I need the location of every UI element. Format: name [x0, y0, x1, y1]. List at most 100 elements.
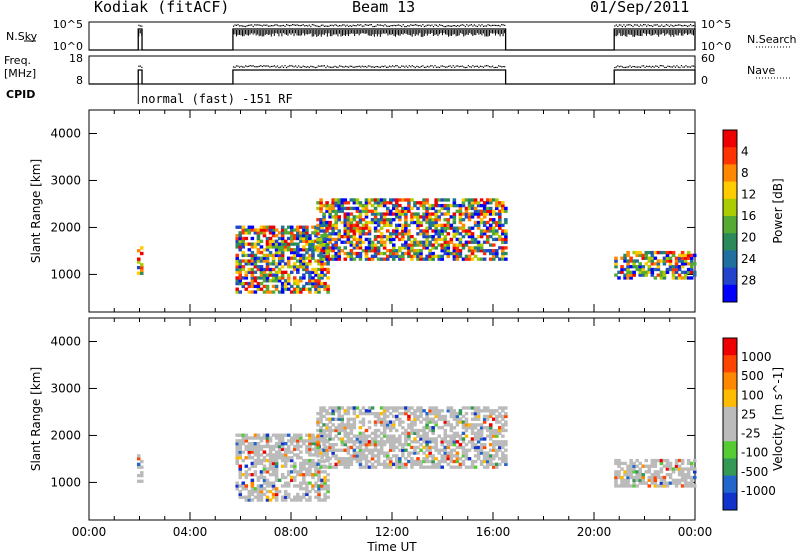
echo-cell: [504, 229, 508, 233]
echo-cell: [464, 229, 469, 233]
echo-cell: [271, 253, 276, 258]
echo-cell: [235, 236, 239, 241]
echo-cell: [635, 464, 639, 468]
echo-cell: [373, 437, 378, 441]
strip-dot: [658, 66, 660, 69]
echo-cell: [355, 243, 360, 247]
echo-cell: [437, 434, 441, 438]
echo-cell: [319, 229, 323, 233]
echo-cell: [485, 417, 490, 421]
echo-cell: [404, 448, 408, 452]
strip-dot: [437, 66, 439, 68]
echo-cell: [352, 454, 357, 458]
echo-cell: [316, 423, 320, 427]
echo-cell: [689, 259, 694, 263]
echo-cell: [392, 437, 396, 441]
echo-cell: [373, 423, 378, 427]
echo-cell: [382, 420, 387, 424]
echo-cell: [419, 428, 423, 433]
strip-bar: [243, 30, 245, 37]
echo-cell: [328, 431, 332, 436]
strip-dot: [248, 65, 250, 67]
strip-dot: [685, 65, 687, 67]
echo-cell: [340, 462, 345, 467]
echo-cell: [328, 209, 332, 213]
echo-cell: [495, 198, 499, 202]
echo-cell: [274, 287, 279, 291]
echo-cell: [692, 273, 697, 277]
echo-cell: [476, 434, 481, 438]
echo-cell: [680, 470, 685, 474]
echo-cell: [247, 248, 252, 252]
strip-dot: [293, 24, 295, 26]
strip-dot: [402, 24, 404, 26]
echo-cell: [662, 458, 667, 463]
echo-cell: [410, 440, 414, 444]
echo-cell: [302, 265, 306, 269]
echo-cell: [370, 462, 375, 467]
echo-cell: [653, 461, 658, 466]
echo-cell: [289, 265, 294, 269]
strip-bar: [688, 30, 690, 35]
echo-cell: [343, 201, 348, 205]
echo-cell: [379, 201, 384, 205]
echo-cell: [498, 440, 502, 444]
echo-cell: [322, 406, 326, 410]
echo-cell: [286, 456, 291, 460]
echo-cell: [416, 254, 420, 259]
echo-cell: [671, 250, 676, 255]
echo-cell: [434, 223, 438, 228]
echo-cell: [656, 250, 661, 255]
strip-dot: [469, 66, 471, 68]
echo-cell: [268, 245, 273, 249]
echo-cell: [434, 423, 438, 427]
echo-cell: [382, 451, 387, 455]
echo-cell: [680, 259, 685, 263]
echo-cell: [334, 243, 338, 247]
echo-cell: [614, 461, 618, 466]
echo-cell: [392, 243, 396, 247]
echo-cell: [268, 279, 273, 283]
echo-cell: [305, 270, 309, 274]
strip-dot: [392, 25, 394, 27]
echo-cell: [504, 406, 508, 410]
echo-cell: [495, 203, 499, 208]
strip-dot: [655, 24, 657, 26]
strip-dot: [414, 24, 416, 26]
strip-dot: [614, 25, 616, 27]
strip-dot: [419, 24, 421, 27]
echo-cell: [358, 451, 363, 455]
echo-cell: [434, 203, 438, 208]
strip-dot: [491, 65, 494, 67]
echo-cell: [331, 201, 335, 205]
echo-cell: [626, 473, 630, 477]
echo-cell: [401, 237, 405, 242]
echo-cell: [428, 420, 432, 424]
echo-cell: [458, 240, 463, 244]
echo-cell: [265, 436, 270, 440]
strip-dot: [317, 25, 319, 28]
echo-cell: [398, 246, 402, 250]
strip-bar: [358, 30, 360, 36]
echo-cell: [352, 198, 357, 202]
strip-bar: [614, 30, 616, 37]
echo-cell: [452, 218, 457, 222]
strip-dot: [273, 65, 276, 67]
strip-dot: [308, 24, 310, 26]
echo-cell: [247, 281, 252, 286]
echo-cell: [425, 420, 429, 424]
colorbar-cell: [723, 284, 737, 303]
echo-cell: [650, 478, 655, 482]
echo-cell: [256, 442, 261, 446]
echo-cell: [283, 484, 288, 488]
echo-cell: [452, 201, 457, 205]
echo-cell: [241, 481, 246, 485]
strip-bar: [252, 30, 254, 35]
echo-cell: [337, 232, 341, 236]
echo-cell: [495, 465, 499, 469]
echo-cell: [314, 270, 318, 274]
echo-cell: [398, 448, 402, 452]
echo-cell: [470, 459, 475, 464]
echo-cell: [253, 453, 258, 457]
echo-cell: [674, 467, 679, 471]
